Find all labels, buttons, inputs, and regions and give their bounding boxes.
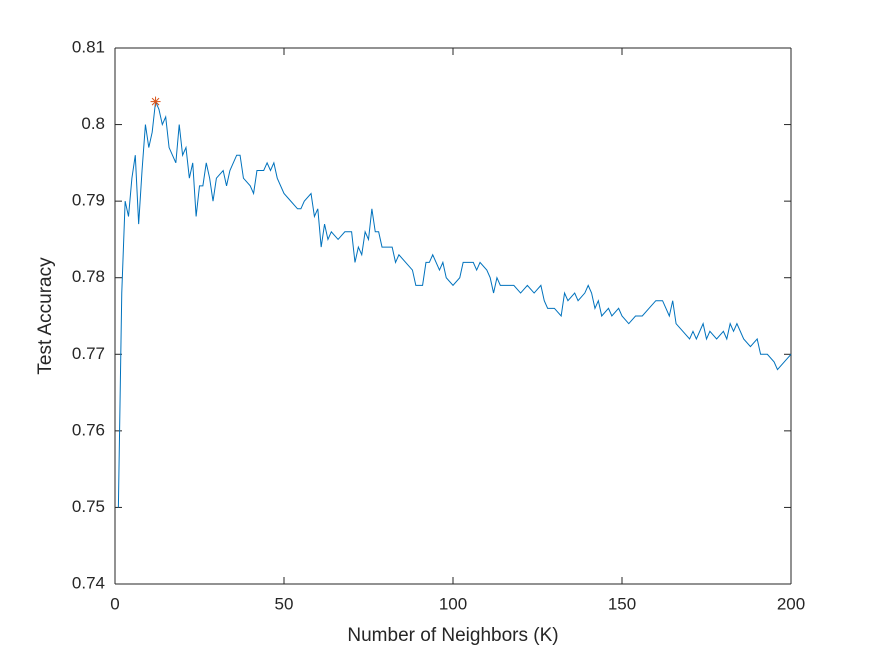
- y-tick-label: 0.8: [81, 114, 105, 133]
- y-tick-label: 0.76: [72, 420, 105, 439]
- best-marker: [150, 96, 161, 107]
- y-tick-label: 0.78: [72, 267, 105, 286]
- marker-stroke: [151, 97, 160, 106]
- x-tick-label: 100: [439, 594, 467, 613]
- y-tick-label: 0.77: [72, 344, 105, 363]
- data-line: [117, 99, 792, 508]
- y-tick-label: 0.81: [72, 37, 105, 56]
- y-tick-label: 0.75: [72, 497, 105, 516]
- x-tick-label: 200: [777, 594, 805, 613]
- y-axis-label: Test Accuracy: [35, 257, 56, 375]
- x-axis-label: Number of Neighbors (K): [347, 625, 558, 646]
- x-tick-label: 50: [275, 594, 294, 613]
- y-tick-label: 0.79: [72, 191, 105, 210]
- y-tick-label: 0.74: [72, 573, 105, 592]
- x-tick-label: 150: [608, 594, 636, 613]
- x-tick-label: 0: [110, 594, 119, 613]
